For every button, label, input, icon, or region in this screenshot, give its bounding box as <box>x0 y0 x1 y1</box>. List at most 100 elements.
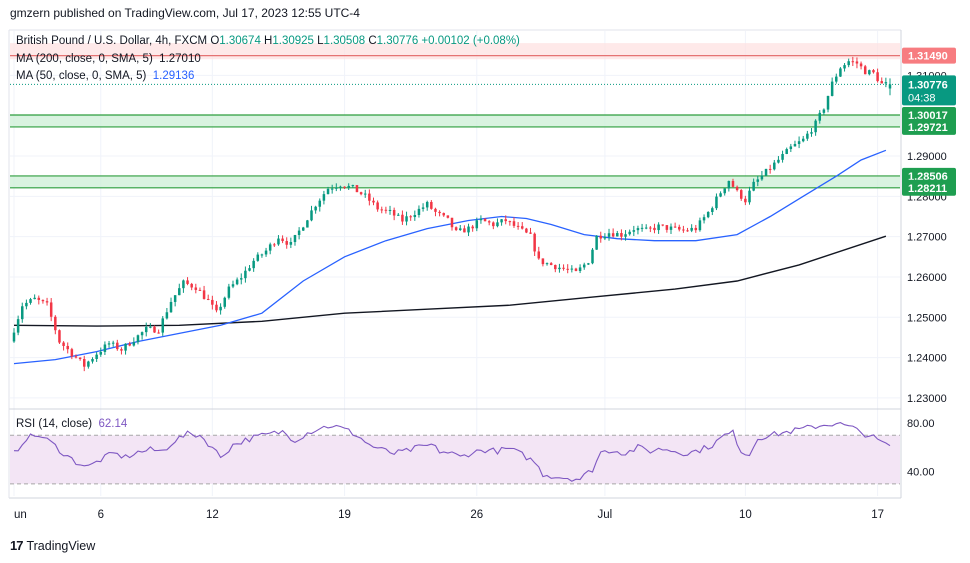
candle-body <box>752 181 755 191</box>
candle-body <box>376 202 379 210</box>
candle-body <box>413 214 417 218</box>
candle-body <box>611 233 615 237</box>
candle-body <box>603 236 607 239</box>
rsi-line <box>13 422 891 482</box>
ma200-label: MA (200, close, 0, SMA, 5) <box>16 53 153 65</box>
resistance-price-tag-text: 1.31490 <box>908 51 948 63</box>
candle-body <box>82 358 86 367</box>
candle-body <box>70 349 74 357</box>
candle-body <box>252 260 255 269</box>
candle-body <box>438 211 441 214</box>
candle-body <box>620 233 623 237</box>
candle-body <box>541 258 545 265</box>
candle-body <box>686 230 689 232</box>
low-value: 1.30508 <box>323 35 366 47</box>
candle-body <box>454 227 458 231</box>
candle-body <box>789 146 793 150</box>
candle-body <box>690 227 693 231</box>
candle-body <box>182 280 185 289</box>
countdown-value: 04:38 <box>908 92 936 104</box>
candle-body <box>814 120 817 133</box>
candle-body <box>661 224 664 226</box>
last-price-value: 1.30776 <box>908 79 948 91</box>
candle-body <box>595 235 598 250</box>
rsi-legend[interactable]: RSI (14, close) 62.14 <box>16 418 127 430</box>
candle-body <box>173 295 177 302</box>
candle-body <box>227 286 231 298</box>
time-tick-label: 12 <box>206 509 219 521</box>
candle-body <box>500 219 503 223</box>
ma50-path <box>13 149 887 365</box>
candle-body <box>355 185 359 193</box>
candle-body <box>678 226 681 230</box>
candle-body <box>649 227 652 229</box>
candle-body <box>149 326 152 328</box>
candle-body <box>727 180 731 189</box>
candle-body <box>372 200 375 203</box>
candle-body <box>479 218 483 221</box>
candle-body <box>446 215 450 218</box>
candle-body <box>21 306 24 320</box>
candle-body <box>876 72 879 82</box>
tradingview-logo[interactable]: 17 TradingView <box>10 538 95 553</box>
candle-body <box>442 213 445 216</box>
candle-body <box>240 278 243 280</box>
candle-body <box>178 288 181 296</box>
candle-body <box>330 188 334 190</box>
candle-body <box>512 221 516 226</box>
candle-body <box>768 168 772 170</box>
candle-body <box>669 226 673 230</box>
candle-body <box>839 68 842 77</box>
candle-body <box>471 226 474 229</box>
candle-body <box>529 232 532 234</box>
tradingview-logo-text: TradingView <box>26 538 96 553</box>
rsi-pane <box>10 422 900 485</box>
candle-body <box>632 230 636 232</box>
candle-body <box>136 335 140 343</box>
price-tick-label: 1.24000 <box>907 353 947 365</box>
rsi-band <box>10 435 900 484</box>
ma50-legend[interactable]: MA (50, close, 0, SMA, 5) 1.29136 <box>16 70 194 82</box>
candle-body <box>673 226 677 228</box>
candle-body <box>847 61 850 66</box>
rsi-label: RSI (14, close) <box>16 418 93 430</box>
ma200-legend[interactable]: MA (200, close, 0, SMA, 5) 1.27010 <box>16 53 201 65</box>
candle-body <box>417 208 421 215</box>
candle-body <box>12 332 16 342</box>
open-label: O <box>210 35 220 47</box>
support-price-tag: 1.29721 <box>902 118 956 135</box>
candle-body <box>450 217 454 228</box>
candle-body <box>194 287 198 290</box>
candle-body <box>132 342 136 346</box>
time-tick-label: Jul <box>598 509 613 521</box>
candle-body <box>682 229 685 231</box>
candle-body <box>475 220 479 229</box>
candle-body <box>268 244 272 251</box>
ma200-path <box>13 235 887 327</box>
candle-body <box>397 214 400 216</box>
candle-body <box>425 201 429 208</box>
candle-body <box>777 159 780 163</box>
candle-body <box>868 70 871 75</box>
candle-body <box>401 214 404 222</box>
candle-body <box>351 185 355 187</box>
candle-body <box>781 153 784 160</box>
candle-body <box>306 220 309 228</box>
candle-body <box>785 149 788 154</box>
candle-body <box>363 193 367 195</box>
price-zones <box>10 43 900 189</box>
time-tick-label: 26 <box>470 509 483 521</box>
candle-body <box>66 345 69 350</box>
candle-body <box>235 279 239 285</box>
candle-body <box>62 342 65 346</box>
candle-body <box>273 244 276 246</box>
ma50-value: 1.29136 <box>152 70 195 82</box>
candle-body <box>735 186 739 191</box>
candle-body <box>607 233 611 237</box>
candle-body <box>496 222 499 227</box>
candle-body <box>636 228 640 231</box>
candle-body <box>599 235 603 239</box>
candle-body <box>359 192 363 195</box>
candle-body <box>219 306 222 311</box>
